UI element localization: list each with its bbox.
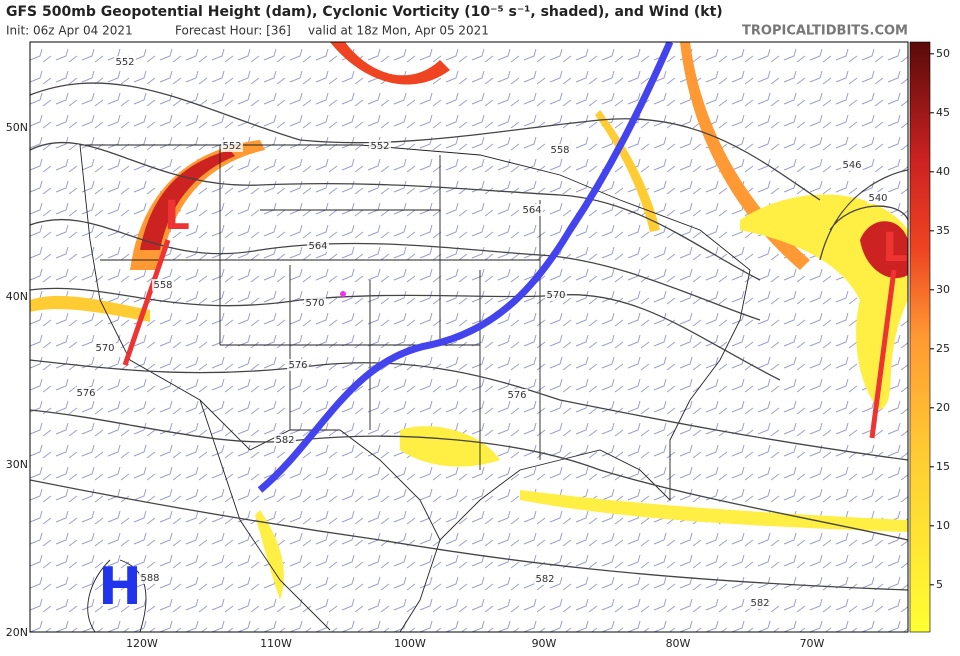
colorbar-tick-label: 35	[936, 224, 950, 237]
contour-label-bg	[307, 240, 329, 252]
contour-label: 570	[95, 343, 114, 354]
contour-label: 546	[842, 160, 861, 171]
lon-label: 90W	[532, 637, 557, 650]
colorbar-tick-label: 15	[936, 460, 950, 473]
low-track	[869, 269, 897, 439]
contour-label: 570	[546, 290, 565, 301]
trough-axis	[257, 42, 674, 493]
contour-label: 558	[550, 145, 569, 156]
contour-label: 552	[370, 141, 389, 152]
contour-label: 576	[76, 388, 95, 399]
contour-label-bg	[304, 297, 326, 309]
colorbar-tick-label: 20	[936, 401, 950, 414]
contour-label-bg	[139, 572, 161, 584]
contour-label: 582	[535, 574, 554, 585]
borders	[79, 144, 751, 632]
colorbar-tick-label: 25	[936, 342, 950, 355]
contour-label-bg	[274, 434, 296, 446]
contours	[30, 82, 908, 591]
contour-label-bg	[534, 573, 556, 585]
forecast-hour: Forecast Hour: [36]	[175, 24, 291, 38]
low-label: L	[164, 193, 190, 239]
contour-label-bg	[94, 342, 116, 354]
contour-label: 570	[305, 298, 324, 309]
colorbar-tick-label: 30	[936, 283, 950, 296]
contour-label-bg	[549, 144, 571, 156]
init: Init: 06z Apr 04 2021	[6, 24, 133, 38]
lat-label: 20N	[6, 626, 28, 639]
contour-label-bg	[221, 140, 243, 152]
lon-label: 70W	[800, 637, 825, 650]
low-label: L	[882, 225, 908, 271]
contour-label-bg	[867, 192, 889, 204]
map-frame	[29, 41, 909, 633]
contour-label-bg	[152, 279, 174, 291]
contour-label: 552	[222, 141, 241, 152]
colorbar-tick-label: 10	[936, 519, 950, 532]
contour-label-bg	[749, 597, 771, 609]
lon-label: 120W	[126, 637, 158, 650]
colorbar-tick-label: 5	[936, 578, 943, 591]
contour-label: 540	[868, 193, 887, 204]
site: TROPICALTIDBITS.COM	[742, 24, 908, 39]
contour-label-bg	[75, 387, 97, 399]
contour-label-bg	[114, 56, 136, 68]
map: L L H 552 552 552 558 564 564 558 570 570 570 576 5…	[30, 42, 908, 632]
contour-label-bg	[521, 204, 543, 216]
contour-label: 576	[288, 360, 307, 371]
marker	[340, 291, 346, 297]
vorticity	[30, 42, 908, 600]
lon-label: 110W	[260, 637, 292, 650]
colorbar-tick-label: 45	[936, 106, 950, 119]
contour-label: 564	[522, 205, 541, 216]
contour-label: 582	[750, 598, 769, 609]
lon-label: 100W	[394, 637, 426, 650]
contour-label: 576	[507, 390, 526, 401]
colorbar-tick-label: 40	[936, 165, 950, 178]
lat-label: 50N	[6, 121, 28, 134]
contour-label: 564	[308, 241, 327, 252]
lat-label: 40N	[6, 290, 28, 303]
title: GFS 500mb Geopotential Height (dam), Cyc…	[6, 4, 723, 20]
contour-label: 582	[275, 435, 294, 446]
low-track	[122, 239, 171, 366]
lat-label: 30N	[6, 458, 28, 471]
contour-label-bg	[545, 289, 567, 301]
high-label: H	[98, 557, 142, 617]
contour-label: 552	[115, 57, 134, 68]
contour-label-bg	[287, 359, 309, 371]
colorbar-tick-label: 50	[936, 47, 950, 60]
contour-label: 588	[140, 573, 159, 584]
valid-time: valid at 18z Mon, Apr 05 2021	[308, 24, 489, 38]
contour-label-bg	[841, 159, 863, 171]
contour-label: 558	[153, 280, 172, 291]
colorbar	[909, 41, 931, 633]
contour-label-bg	[506, 389, 528, 401]
lon-label: 80W	[666, 637, 691, 650]
contour-label-bg	[369, 140, 391, 152]
